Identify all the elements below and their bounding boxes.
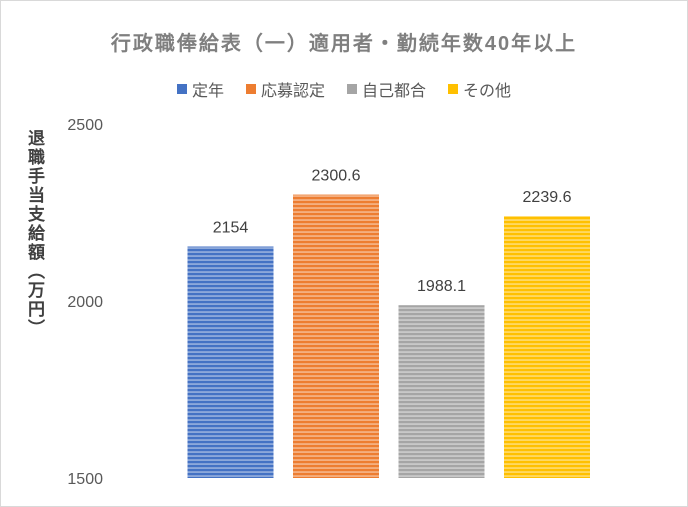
legend-label: 応募認定: [260, 83, 325, 100]
legend-swatch: [245, 84, 256, 94]
legend-swatch: [347, 84, 357, 94]
data-label: 2300.6: [312, 168, 361, 185]
bar: [187, 246, 274, 478]
y-tick-label: 2000: [67, 294, 103, 311]
legend-item: その他: [448, 77, 511, 101]
legend-label: 定年: [191, 83, 224, 100]
legend-label: その他: [463, 83, 512, 100]
legend-label: 自己都合: [362, 83, 427, 100]
data-label: 2154: [213, 220, 249, 237]
y-tick-label: 2500: [67, 117, 103, 134]
data-label: 2239.6: [523, 189, 572, 206]
legend-item: 自己都合: [347, 77, 426, 101]
y-tick-label: 1500: [67, 471, 103, 488]
legend-swatch: [176, 84, 187, 94]
legend: 定年 応募認定 自己都合 その他: [1, 77, 687, 101]
y-axis-label: 退職手当支給額（万円）: [25, 129, 44, 338]
bar: [398, 305, 485, 478]
legend-swatch: [448, 84, 459, 94]
bar: [293, 194, 379, 478]
bar: [504, 216, 590, 478]
legend-item: 定年: [176, 77, 224, 101]
data-label: 1988.1: [417, 278, 466, 295]
legend-item: 応募認定: [245, 77, 325, 101]
chart-title: 行政職俸給表（一）適用者・勤続年数40年以上: [110, 33, 578, 55]
